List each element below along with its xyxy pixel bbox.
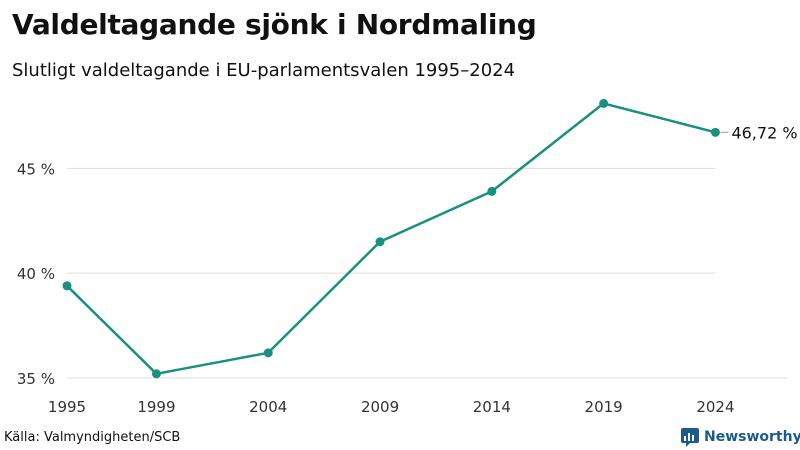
source-note: Källa: Valmyndigheten/SCB [4, 430, 181, 445]
x-tick-label: 2019 [585, 398, 623, 416]
data-point-1999 [151, 369, 161, 379]
brand-logo: Newsworthy [680, 427, 800, 447]
chart-title: Valdeltagande sjönk i Nordmaling [12, 8, 537, 41]
y-tick-label: 35 % [17, 370, 55, 388]
x-tick-label: 2014 [473, 398, 511, 416]
x-tick-label: 1995 [48, 398, 86, 416]
series-line [66, 102, 716, 376]
end-value-label: 46,72 % [731, 123, 797, 142]
data-point-2004 [263, 348, 273, 358]
brand-name: Newsworthy [704, 429, 800, 445]
x-tick-label: 2004 [249, 398, 287, 416]
line-chart: 35 % 40 % 45 % 1995 1999 2004 2009 2014 2019 2024… [17, 98, 798, 416]
data-point-2019 [599, 98, 609, 108]
newsworthy-logo-icon [681, 428, 699, 447]
data-point-2014 [487, 186, 497, 196]
data-point-2024 [710, 127, 720, 137]
data-point-2009 [375, 237, 385, 247]
chart-subtitle: Slutligt valdeltagande i EU-parlamentsva… [12, 60, 516, 81]
x-tick-label: 1999 [137, 398, 175, 416]
data-point-1995 [62, 281, 72, 291]
x-tick-label: 2024 [696, 398, 734, 416]
y-tick-label: 40 % [17, 265, 55, 283]
x-tick-label: 2009 [361, 398, 399, 416]
y-tick-label: 45 % [17, 160, 55, 178]
